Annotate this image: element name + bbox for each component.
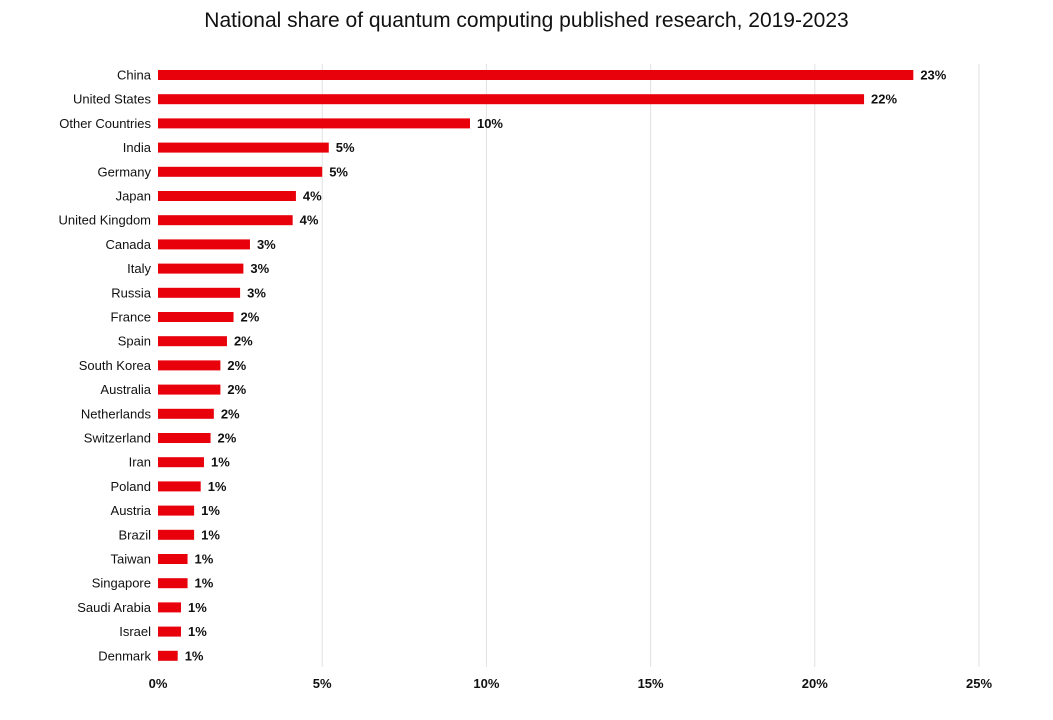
bar: [158, 384, 221, 395]
value-label: 1%: [201, 527, 220, 542]
bar: [158, 70, 914, 80]
category-label: Canada: [105, 237, 151, 252]
value-label: 2%: [234, 334, 253, 349]
bar: [158, 287, 241, 298]
value-label: 10%: [477, 116, 503, 131]
x-tick-label: 5%: [313, 676, 332, 691]
value-label: 1%: [195, 576, 214, 591]
category-label: Denmark: [98, 648, 151, 663]
category-label: Japan: [116, 189, 151, 204]
bar: [158, 578, 188, 589]
x-axis-ticks: 0% 5% 10% 15% 20% 25%: [149, 676, 993, 691]
bar: [158, 650, 178, 661]
bar: [158, 360, 221, 371]
category-label: Australia: [100, 382, 151, 397]
category-label: Brazil: [118, 527, 151, 542]
value-label: 5%: [336, 140, 355, 155]
category-label: Singapore: [92, 576, 151, 591]
value-label: 2%: [227, 382, 246, 397]
bar: [158, 408, 214, 419]
category-label: Germany: [98, 164, 152, 179]
bar: [158, 263, 244, 274]
category-label: Iran: [129, 455, 151, 470]
category-label: France: [111, 310, 151, 325]
bar: [158, 94, 865, 105]
category-label: Netherlands: [81, 406, 152, 421]
category-label: Italy: [127, 261, 151, 276]
value-label: 1%: [185, 648, 204, 663]
bar: [158, 554, 188, 564]
category-label: Poland: [111, 479, 151, 494]
bar: [158, 118, 470, 129]
value-label: 1%: [201, 503, 220, 518]
category-label: Austria: [111, 503, 152, 518]
category-label: United Kingdom: [59, 213, 152, 228]
x-tick-label: 20%: [802, 676, 828, 691]
bar: [158, 433, 211, 443]
category-label: United States: [73, 92, 152, 107]
bar: [158, 602, 181, 613]
category-labels: China United States Other Countries India Ge…: [59, 68, 152, 664]
bars: [158, 70, 914, 661]
category-label: Other Countries: [59, 116, 151, 131]
bar: [158, 166, 323, 177]
bar: [158, 336, 227, 347]
value-label: 1%: [188, 600, 207, 615]
bar: [158, 505, 195, 516]
bar: [158, 215, 293, 226]
bar: [158, 481, 201, 492]
category-label: Russia: [111, 285, 152, 300]
category-label: Switzerland: [84, 431, 151, 446]
value-label: 22%: [871, 92, 897, 107]
value-label: 1%: [188, 624, 207, 639]
value-label: 1%: [195, 552, 214, 567]
value-label: 4%: [303, 189, 322, 204]
x-tick-label: 15%: [638, 676, 664, 691]
value-label: 2%: [227, 358, 246, 373]
value-label: 2%: [221, 406, 240, 421]
category-label: Saudi Arabia: [77, 600, 151, 615]
category-label: China: [117, 68, 152, 83]
chart-title: National share of quantum computing publ…: [204, 9, 849, 32]
x-tick-label: 0%: [149, 676, 168, 691]
bar: [158, 142, 329, 153]
category-label: South Korea: [79, 358, 152, 373]
value-label: 3%: [257, 237, 276, 252]
value-label: 4%: [300, 213, 319, 228]
bar: [158, 457, 204, 468]
x-tick-label: 25%: [966, 676, 992, 691]
bar: [158, 312, 234, 322]
value-label: 2%: [241, 310, 260, 325]
value-label: 5%: [329, 164, 348, 179]
bar: [158, 529, 195, 540]
value-label: 2%: [218, 431, 237, 446]
value-label: 3%: [250, 261, 269, 276]
category-label: Israel: [119, 624, 151, 639]
value-labels: 23% 22% 10% 5% 5% 4% 4% 3% 3% 3% 2% 2% 2% 2% 2% 2% 1% 1% 1…: [185, 68, 947, 664]
bar: [158, 239, 250, 250]
category-label: India: [123, 140, 152, 155]
gridlines: [321, 64, 980, 667]
value-label: 3%: [247, 285, 266, 300]
category-label: Spain: [118, 334, 151, 349]
value-label: 23%: [920, 68, 946, 83]
bar: [158, 626, 181, 637]
value-label: 1%: [208, 479, 227, 494]
bar: [158, 191, 296, 201]
category-label: Taiwan: [111, 552, 151, 567]
value-label: 1%: [211, 455, 230, 470]
x-tick-label: 10%: [473, 676, 499, 691]
